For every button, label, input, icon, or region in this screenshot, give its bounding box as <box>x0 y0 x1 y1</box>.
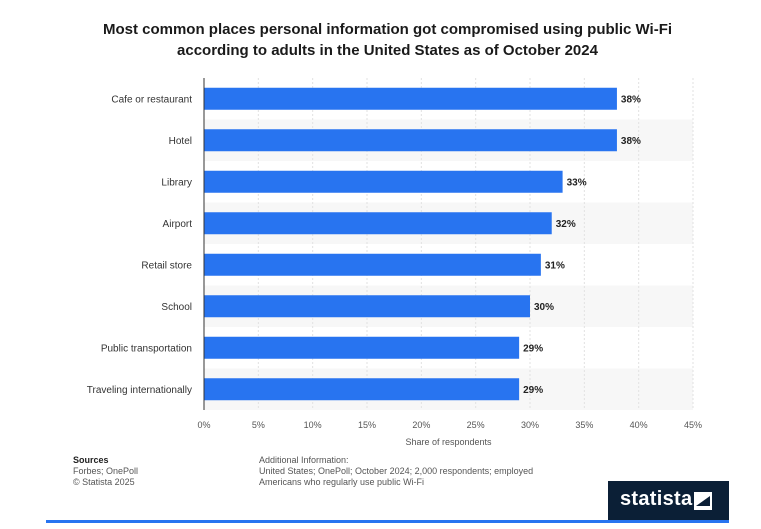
value-label: 31% <box>545 260 565 271</box>
category-label: Hotel <box>169 136 192 147</box>
statista-logo-text: statista <box>620 488 693 510</box>
bar <box>204 170 563 193</box>
x-axis-title: Share of respondents <box>405 437 492 447</box>
bar <box>204 212 552 235</box>
sources-heading: Sources <box>73 455 109 465</box>
value-label: 30% <box>534 302 554 313</box>
sources-text: Forbes; OnePoll <box>73 466 139 476</box>
value-label: 32% <box>556 219 576 230</box>
x-tick-label: 25% <box>467 420 485 430</box>
chart-title: Most common places personal information … <box>46 19 729 61</box>
bar <box>204 378 520 401</box>
bar <box>204 129 617 152</box>
additional-info-text: United States; OnePoll; October 2024; 2,… <box>259 466 534 487</box>
bar <box>204 295 530 318</box>
sources-block: Sources Forbes; OnePoll © Statista 2025 <box>73 455 138 488</box>
bar-chart: Cafe or restaurant 38% Hotel 38% Library 33% A… <box>87 78 702 447</box>
x-tick-label: 15% <box>358 420 376 430</box>
category-label: Cafe or restaurant <box>111 94 192 105</box>
category-label: Library <box>161 177 192 188</box>
category-label: Airport <box>163 219 193 230</box>
value-label: 29% <box>523 343 543 354</box>
x-tick-label: 5% <box>252 420 265 430</box>
x-tick-label: 20% <box>412 420 430 430</box>
additional-info-block: Additional Information: United States; O… <box>259 455 539 488</box>
chart-title-line-1: Most common places personal information … <box>102 21 673 38</box>
x-tick-label: 35% <box>575 420 593 430</box>
value-label: 38% <box>621 94 641 105</box>
bar <box>204 87 617 110</box>
x-tick-label: 40% <box>630 420 648 430</box>
category-label: Public transportation <box>101 343 192 354</box>
x-tick-label: 10% <box>304 420 322 430</box>
statista-logo-icon <box>694 492 712 510</box>
x-tick-label: 0% <box>197 420 210 430</box>
bar <box>204 253 541 276</box>
category-label: Traveling internationally <box>87 385 192 396</box>
value-label: 38% <box>621 136 641 147</box>
category-label: Retail store <box>141 260 192 271</box>
x-tick-label: 45% <box>684 420 702 430</box>
x-tick-label: 30% <box>521 420 539 430</box>
additional-info-heading: Additional Information: <box>259 455 349 465</box>
category-label: School <box>161 302 192 313</box>
copyright-text: © Statista 2025 <box>73 477 135 487</box>
chart-title-line-2: according to adults in the United States… <box>177 42 598 59</box>
bottom-accent-line <box>46 520 729 523</box>
value-label: 33% <box>567 177 587 188</box>
bar <box>204 336 520 359</box>
value-label: 29% <box>523 385 543 396</box>
